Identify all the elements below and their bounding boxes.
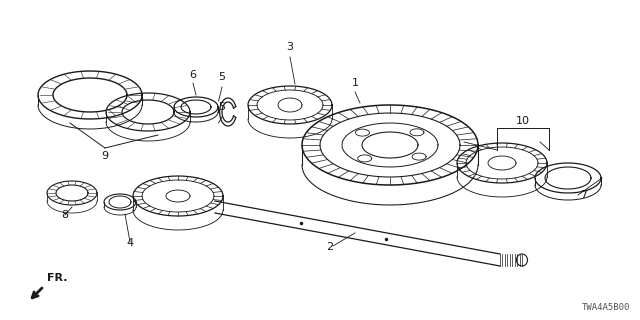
Text: 6: 6 [189, 70, 196, 80]
Text: 8: 8 [61, 210, 68, 220]
Text: TWA4A5B00: TWA4A5B00 [582, 303, 630, 312]
Text: 4: 4 [127, 238, 134, 248]
Text: 1: 1 [351, 78, 358, 88]
Text: 7: 7 [580, 190, 587, 200]
Text: 5: 5 [218, 102, 225, 112]
Text: 5: 5 [218, 72, 225, 82]
Text: 9: 9 [101, 151, 109, 161]
Text: 2: 2 [326, 242, 333, 252]
Text: FR.: FR. [47, 273, 67, 283]
Text: 10: 10 [516, 116, 530, 126]
Text: 3: 3 [287, 42, 294, 52]
